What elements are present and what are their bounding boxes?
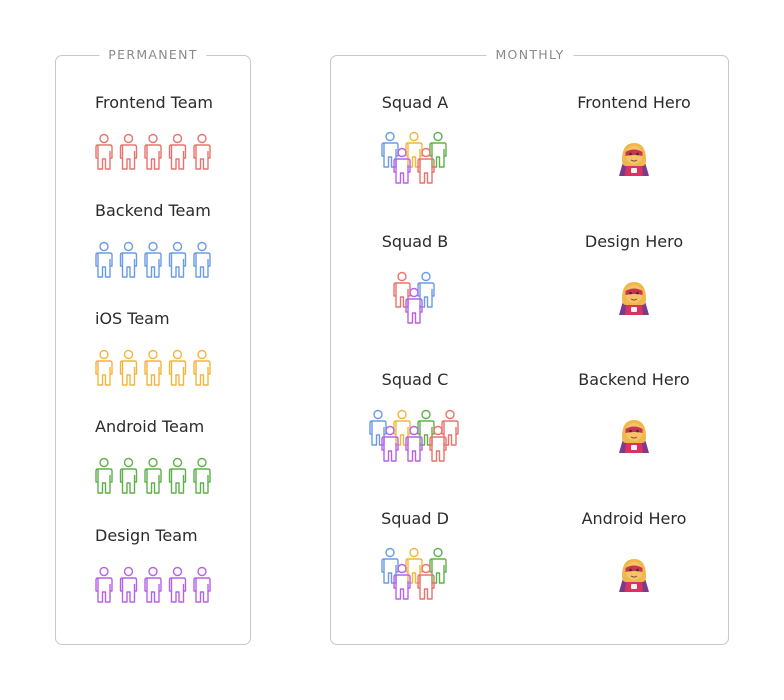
person-outline-icon xyxy=(417,271,435,308)
team-people-android xyxy=(95,457,211,494)
person-outline-icon xyxy=(193,349,211,386)
person-outline-icon xyxy=(144,349,162,386)
person-outline-icon xyxy=(119,349,138,386)
squad-label-c: Squad C xyxy=(381,370,449,389)
person-outline-icon xyxy=(119,457,138,494)
superhero-icon xyxy=(619,143,649,176)
person-outline-icon xyxy=(193,241,211,278)
superhero-icon xyxy=(619,420,649,453)
hero-label-design: Design Hero xyxy=(584,232,684,251)
hero-label-backend: Backend Hero xyxy=(578,370,690,389)
person-outline-icon xyxy=(95,457,113,494)
person-outline-icon xyxy=(417,147,435,184)
team-people-ios xyxy=(95,349,211,386)
team-label-ios: iOS Team xyxy=(95,309,170,328)
person-outline-icon xyxy=(193,133,211,170)
person-outline-icon xyxy=(144,457,162,494)
monthly-legend: MONTHLY xyxy=(486,47,574,63)
squad-people-c xyxy=(369,409,459,462)
permanent-legend: PERMANENT xyxy=(99,47,207,63)
person-outline-icon xyxy=(95,566,113,603)
person-outline-icon xyxy=(95,349,113,386)
person-outline-icon xyxy=(405,131,423,168)
monthly-panel: MONTHLY xyxy=(330,47,729,645)
team-label-frontend: Frontend Team xyxy=(95,93,213,112)
permanent-panel: PERMANENT xyxy=(55,47,251,645)
person-outline-icon xyxy=(119,241,138,278)
person-outline-icon xyxy=(193,566,211,603)
person-outline-icon xyxy=(381,425,399,462)
team-label-android: Android Team xyxy=(95,417,205,436)
person-outline-icon xyxy=(168,349,187,386)
team-people-backend xyxy=(95,241,211,278)
squad-people-b xyxy=(393,271,435,324)
person-outline-icon xyxy=(405,287,423,324)
hero-label-android: Android Hero xyxy=(581,509,687,528)
hero-label-frontend: Frontend Hero xyxy=(577,93,691,112)
squad-people-a xyxy=(381,131,447,184)
person-outline-icon xyxy=(144,566,162,603)
person-outline-icon xyxy=(429,547,447,584)
person-outline-icon xyxy=(144,241,162,278)
person-outline-icon xyxy=(429,131,447,168)
squad-label-a: Squad A xyxy=(381,93,449,112)
person-outline-icon xyxy=(168,457,187,494)
person-outline-icon xyxy=(417,563,435,600)
squad-people-d xyxy=(381,547,447,600)
person-outline-icon xyxy=(393,147,411,184)
person-outline-icon xyxy=(168,133,187,170)
superhero-icon xyxy=(619,559,649,592)
squad-label-b: Squad B xyxy=(381,232,449,251)
person-outline-icon xyxy=(441,409,459,446)
team-label-design: Design Team xyxy=(95,526,198,545)
person-outline-icon xyxy=(168,566,187,603)
person-outline-icon xyxy=(429,425,447,462)
person-outline-icon xyxy=(119,566,138,603)
person-outline-icon xyxy=(95,241,113,278)
person-outline-icon xyxy=(119,133,138,170)
person-outline-icon xyxy=(393,563,411,600)
squad-label-d: Squad D xyxy=(381,509,449,528)
person-outline-icon xyxy=(168,241,187,278)
team-people-frontend xyxy=(95,133,211,170)
person-outline-icon xyxy=(193,457,211,494)
person-outline-icon xyxy=(405,425,423,462)
superhero-icon xyxy=(619,282,649,315)
person-outline-icon xyxy=(144,133,162,170)
team-people-design xyxy=(95,566,211,603)
team-label-backend: Backend Team xyxy=(95,201,211,220)
person-outline-icon xyxy=(381,131,399,168)
person-outline-icon xyxy=(95,133,113,170)
